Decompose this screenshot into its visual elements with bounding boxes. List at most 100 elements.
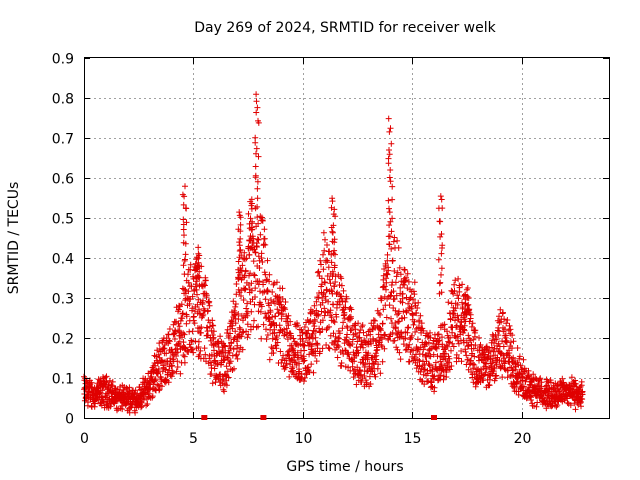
data-point: [236, 212, 243, 219]
data-point: [450, 343, 457, 350]
y-tick-label: 0: [65, 412, 74, 428]
data-point: [255, 117, 261, 124]
data-point: [572, 380, 579, 387]
data-point: [285, 312, 292, 319]
data-point: [389, 196, 396, 203]
data-point: [263, 326, 269, 333]
data-point: [466, 318, 473, 325]
data-point: [578, 403, 584, 410]
data-point: [459, 281, 466, 288]
data-point: [279, 356, 286, 363]
data-point: [180, 216, 187, 223]
data-point: [389, 257, 396, 264]
data-point: [241, 286, 248, 293]
data-point: [432, 344, 439, 351]
data-point: [343, 295, 350, 302]
data-point: [173, 353, 180, 359]
data-point: [443, 367, 450, 374]
data-point: [388, 315, 394, 322]
data-point: [507, 326, 514, 333]
data-point: [252, 294, 258, 300]
data-point: [352, 326, 359, 333]
data-point: [351, 358, 358, 365]
data-point: [254, 185, 261, 192]
data-point: [418, 320, 425, 327]
data-point: [377, 370, 384, 377]
data-point: [408, 332, 415, 339]
data-point: [362, 361, 369, 368]
data-point: [181, 232, 187, 239]
data-point: [470, 336, 477, 343]
data-point: [299, 338, 306, 345]
data-point: [206, 302, 213, 309]
data-point: [350, 374, 357, 381]
data-point: [386, 222, 393, 229]
data-point: [233, 291, 240, 298]
data-point: [567, 402, 574, 409]
data-point: [179, 310, 186, 317]
data-point: [221, 388, 228, 395]
data-point: [182, 183, 188, 190]
data-point: [432, 335, 439, 342]
data-point: [347, 315, 354, 322]
data-point: [212, 357, 219, 364]
data-point: [329, 229, 336, 236]
data-point: [262, 241, 269, 248]
data-point: [345, 364, 352, 371]
data-point: [385, 336, 392, 343]
data-point: [510, 354, 517, 361]
data-point: [356, 334, 363, 341]
data-point: [331, 247, 338, 254]
data-point: [386, 241, 393, 248]
data-point: [438, 361, 445, 368]
data-point: [289, 346, 296, 353]
data-point: [355, 320, 362, 327]
data-point: [196, 282, 203, 289]
data-point: [420, 346, 427, 353]
data-point: [317, 257, 324, 264]
data-point: [471, 362, 478, 368]
data-point: [446, 355, 453, 362]
data-point: [174, 364, 181, 370]
data-point: [557, 386, 563, 393]
data-point: [438, 265, 445, 272]
data-point: [391, 234, 398, 241]
data-point: [260, 241, 267, 248]
data-point: [251, 317, 257, 324]
data-point: [183, 320, 190, 327]
data-point: [431, 384, 438, 391]
data-point: [509, 332, 516, 339]
data-point: [387, 125, 394, 132]
data-point: [183, 219, 190, 226]
data-point: [138, 403, 145, 410]
data-point: [339, 298, 346, 304]
data-point: [395, 244, 402, 251]
data-point: [386, 147, 392, 153]
data-point: [363, 379, 370, 386]
data-point: [373, 356, 380, 363]
data-point: [180, 330, 187, 337]
data-point: [514, 345, 521, 351]
data-point: [438, 196, 445, 203]
data-point: [470, 345, 477, 352]
data-point: [187, 261, 194, 268]
data-point: [274, 306, 281, 313]
data-point: [357, 367, 364, 373]
data-point: [205, 307, 211, 314]
axis-marker: [260, 415, 267, 420]
data-point: [246, 237, 253, 244]
data-point: [273, 333, 280, 339]
data-point: [578, 382, 585, 389]
data-point: [288, 356, 295, 363]
data-point: [528, 394, 535, 401]
data-point: [415, 299, 422, 306]
data-point: [227, 330, 234, 337]
data-point: [274, 279, 280, 286]
data-point: [231, 365, 237, 372]
data-point: [501, 365, 508, 372]
data-point: [367, 331, 374, 338]
data-point: [195, 344, 202, 350]
data-point: [255, 323, 262, 330]
y-tick-label: 0.6: [52, 172, 74, 188]
data-point: [268, 297, 274, 303]
